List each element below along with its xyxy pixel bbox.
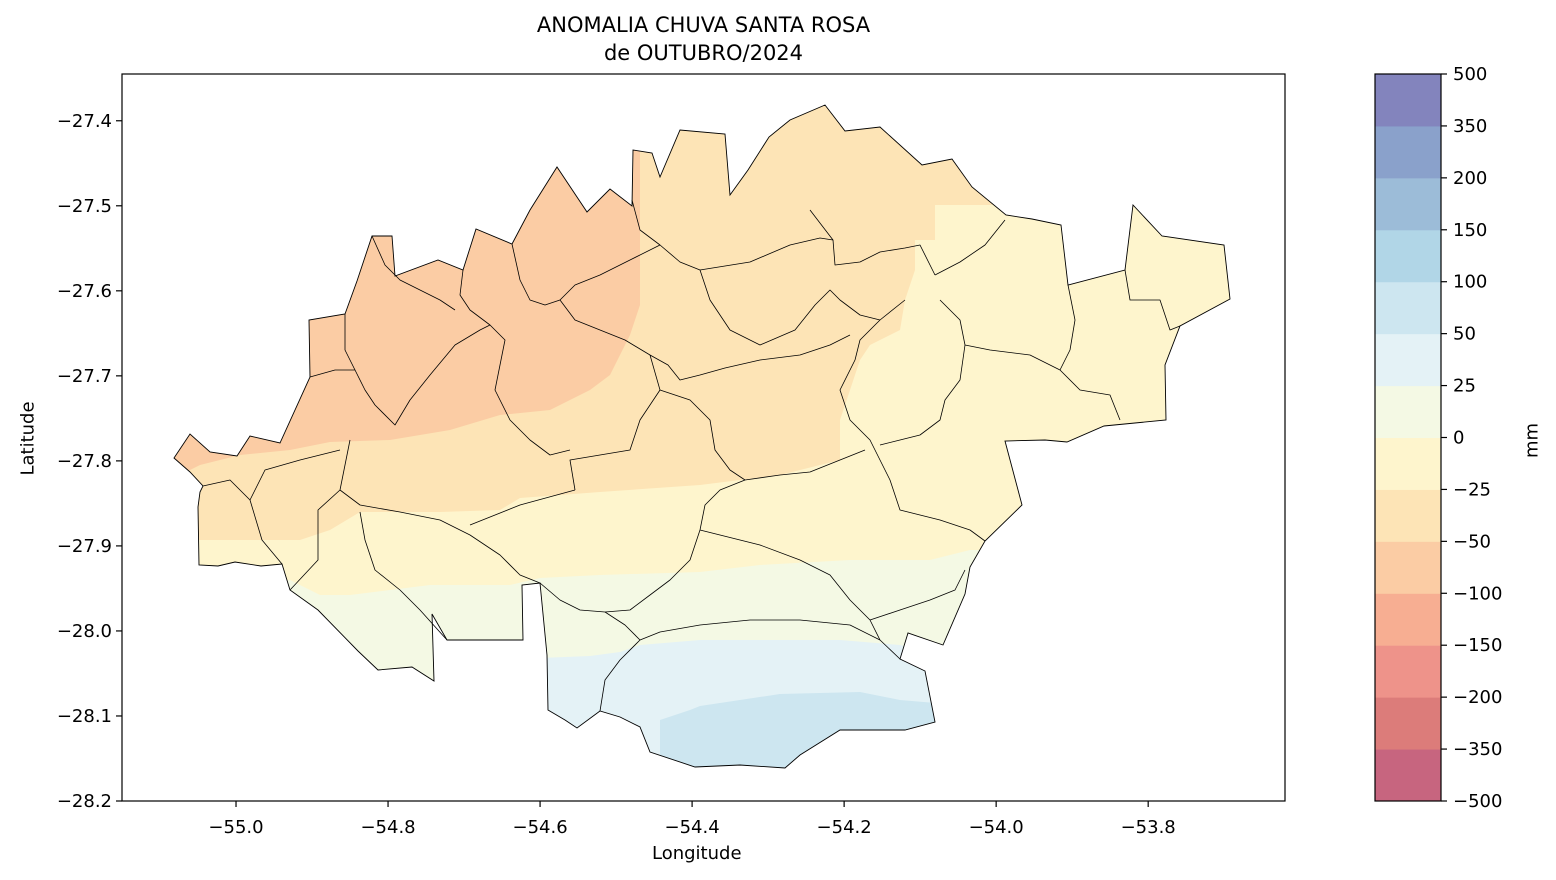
colorbar-band	[1375, 541, 1441, 594]
colorbar-tick-label: 150	[1453, 220, 1487, 241]
y-axis: −27.4 −27.5 −27.6 −27.7 −27.8 −27.9 −28.0 −28.1…	[57, 111, 122, 812]
colorbar-band	[1375, 489, 1441, 542]
y-tick-label: −27.4	[57, 111, 112, 132]
colorbar-band	[1375, 74, 1441, 127]
colorbar-band	[1375, 749, 1441, 802]
colorbar-band	[1375, 281, 1441, 335]
colorbar-band	[1375, 333, 1441, 387]
colorbar-tick-label: −350	[1453, 739, 1502, 760]
chart-title-line1: ANOMALIA CHUVA SANTA ROSA	[536, 13, 871, 37]
colorbar-tick-label: 0	[1453, 428, 1464, 449]
colorbar-label: mm	[1521, 422, 1543, 459]
y-tick-label: −28.2	[57, 791, 112, 812]
y-tick-label: −27.8	[57, 451, 112, 472]
x-axis: −55.0 −54.8 −54.6 −54.4 −54.2 −54.0 −53.8	[208, 801, 1176, 838]
colorbar-band	[1375, 593, 1441, 646]
colorbar-tick-label: 100	[1453, 272, 1487, 293]
colorbar-band	[1375, 437, 1441, 490]
x-axis-label: Longitude	[652, 843, 742, 864]
y-axis-label: Latitude	[17, 401, 39, 476]
y-tick-label: −27.7	[57, 366, 112, 387]
colorbar-band	[1375, 385, 1441, 438]
x-tick-label: −53.8	[1121, 817, 1176, 838]
colorbar-tick-label: 50	[1453, 324, 1476, 345]
y-tick-label: −27.6	[57, 281, 112, 302]
anomaly-band-50-to-100	[660, 692, 960, 768]
municipal-boundaries	[202, 199, 1181, 712]
colorbar-tick-label: −25	[1453, 479, 1491, 500]
y-tick-label: −27.5	[57, 196, 112, 217]
x-tick-label: −54.0	[969, 817, 1024, 838]
x-tick-label: −54.4	[665, 817, 720, 838]
colorbar-band	[1375, 177, 1441, 231]
colorbar-tick-label: 200	[1453, 168, 1487, 189]
colorbar-tick-label: 500	[1453, 64, 1487, 85]
colorbar: −500 −350 −200 −150 −100 −50 −25 0 25 50 100 150 200…	[1374, 64, 1502, 812]
x-tick-label: −54.6	[512, 817, 567, 838]
colorbar-tick-label: −200	[1453, 687, 1502, 708]
colorbar-band	[1375, 697, 1441, 750]
colorbar-tick-label: 350	[1453, 116, 1487, 137]
x-tick-label: −54.8	[360, 817, 415, 838]
colorbar-band	[1375, 645, 1441, 698]
y-tick-label: −28.0	[57, 621, 112, 642]
colorbar-tick-label: −150	[1453, 635, 1502, 656]
x-tick-label: −55.0	[208, 817, 263, 838]
x-tick-label: −54.2	[817, 817, 872, 838]
colorbar-tick-label: −100	[1453, 583, 1502, 604]
colorbar-tick-label: 25	[1453, 376, 1476, 397]
colorbar-tick-label: −50	[1453, 531, 1491, 552]
colorbar-band	[1375, 125, 1441, 179]
colorbar-band	[1375, 229, 1441, 283]
y-tick-label: −27.9	[57, 536, 112, 557]
chart-title-line2: de OUTUBRO/2024	[603, 41, 804, 65]
y-tick-label: −28.1	[57, 706, 112, 727]
colorbar-tick-label: −500	[1453, 791, 1502, 812]
